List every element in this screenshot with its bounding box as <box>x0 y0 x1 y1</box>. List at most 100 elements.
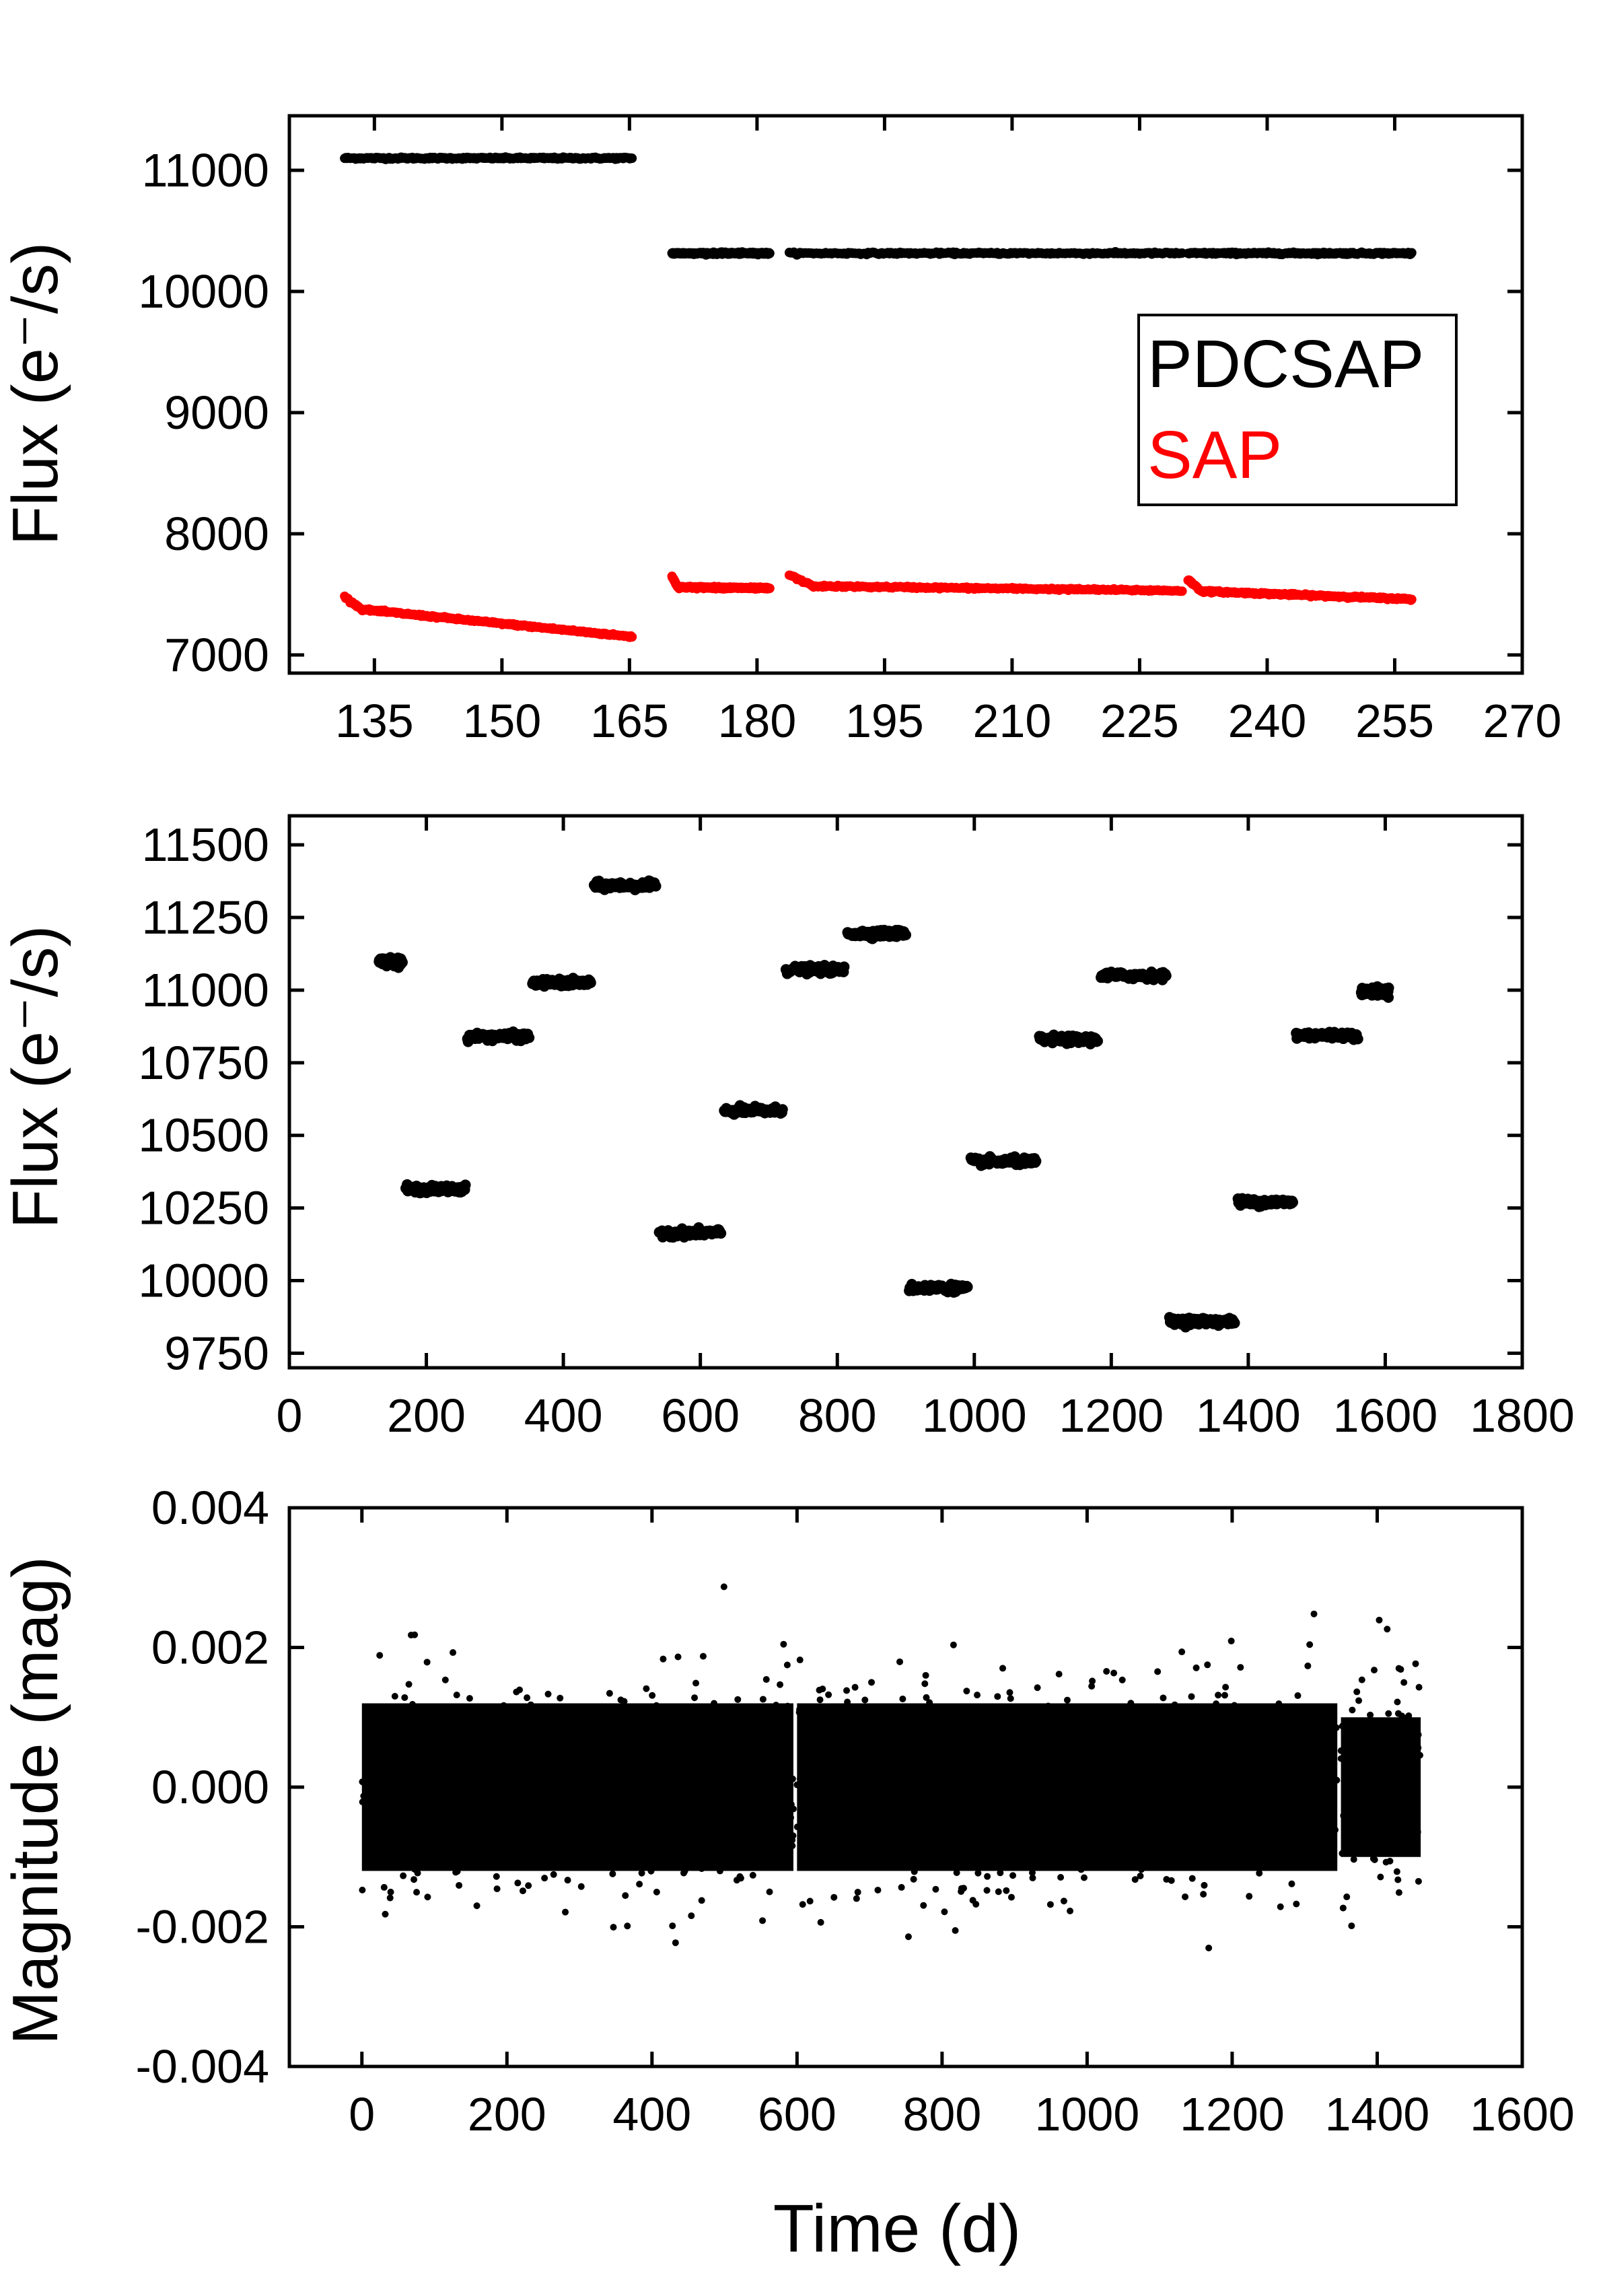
data-point <box>1316 1851 1323 1858</box>
data-point <box>816 1696 824 1704</box>
data-point <box>816 1706 824 1713</box>
data-point <box>1074 1833 1081 1840</box>
data-point <box>1308 1704 1315 1712</box>
data-point <box>658 1821 666 1828</box>
x-tick-label: 600 <box>661 1389 740 1442</box>
data-point <box>813 1754 820 1762</box>
data-point <box>654 1761 662 1768</box>
data-point <box>653 1768 660 1776</box>
data-point <box>696 1741 703 1748</box>
data-point <box>1155 1734 1163 1741</box>
data-point <box>723 1726 731 1733</box>
y-tick-label: 7000 <box>164 629 269 681</box>
data-point <box>709 1801 717 1809</box>
plot-frame <box>287 814 1524 1370</box>
x-tick-label: 200 <box>468 2088 546 2141</box>
data-point <box>459 1765 466 1772</box>
data-point <box>859 1844 867 1851</box>
data-point <box>578 1845 585 1852</box>
data-point <box>690 1805 698 1813</box>
data-point <box>578 1785 585 1793</box>
data-point <box>407 1632 415 1639</box>
data-point <box>839 961 850 973</box>
data-point <box>793 1823 801 1831</box>
data-point <box>525 1716 532 1723</box>
data-point <box>629 1723 636 1731</box>
data-point <box>658 1815 666 1822</box>
data-point <box>410 1780 417 1788</box>
data-point <box>923 1776 931 1784</box>
data-point <box>1216 1764 1223 1772</box>
data-point <box>723 1782 730 1790</box>
data-point <box>635 1809 643 1817</box>
data-point <box>675 1752 682 1760</box>
data-point <box>421 1841 428 1848</box>
data-point <box>719 1831 726 1838</box>
x-tick-label: 1400 <box>1196 1389 1301 1442</box>
data-point <box>746 1820 754 1828</box>
data-point <box>707 1791 714 1799</box>
data-point <box>719 1799 727 1807</box>
data-point <box>844 1698 851 1706</box>
data-point <box>516 1713 524 1720</box>
data-point <box>962 1281 973 1292</box>
data-point <box>1229 1823 1236 1831</box>
data-point <box>725 1809 733 1816</box>
data-point <box>960 1737 967 1745</box>
data-point <box>789 1775 796 1782</box>
data-point <box>1352 1033 1363 1045</box>
data-point <box>494 1831 501 1838</box>
data-point <box>548 1776 556 1783</box>
data-point <box>1274 1828 1281 1836</box>
data-point <box>586 1731 594 1739</box>
x-tick-label: 195 <box>845 695 924 747</box>
data-point <box>950 1778 957 1786</box>
data-point <box>1314 1749 1321 1756</box>
data-point <box>567 1811 575 1818</box>
data-point <box>1063 1849 1070 1856</box>
data-point <box>671 1826 678 1834</box>
data-point <box>455 1717 462 1725</box>
data-point <box>579 1740 586 1747</box>
data-point <box>759 1696 767 1703</box>
data-point <box>1204 1661 1211 1669</box>
data-point <box>656 1842 664 1849</box>
data-point <box>1058 1793 1065 1800</box>
y-tick-label: 8000 <box>164 508 269 560</box>
data-point <box>520 1773 527 1780</box>
data-point <box>479 1774 487 1782</box>
data-point <box>598 1784 606 1791</box>
data-point <box>559 1856 567 1864</box>
data-point <box>480 1786 488 1793</box>
data-point <box>405 1681 413 1688</box>
data-point <box>1046 1901 1054 1908</box>
data-point <box>675 1843 682 1850</box>
data-point <box>524 1694 531 1702</box>
data-point <box>778 1800 785 1807</box>
data-point <box>1383 982 1394 994</box>
data-point <box>849 1801 857 1808</box>
data-point <box>751 1836 758 1843</box>
data-point <box>1106 1804 1113 1811</box>
data-point <box>868 1679 876 1686</box>
data-point <box>1118 1780 1125 1787</box>
data-point <box>997 1869 1004 1877</box>
data-point <box>720 1749 727 1757</box>
data-point <box>1055 1671 1063 1678</box>
data-point <box>692 1834 699 1842</box>
data-point <box>1067 1907 1074 1914</box>
data-point <box>473 1770 480 1777</box>
data-point <box>690 1712 697 1719</box>
data-point <box>748 1797 756 1805</box>
data-point <box>666 1718 673 1726</box>
data-point <box>535 1735 542 1742</box>
data-point <box>423 1659 431 1666</box>
data-point <box>383 1768 390 1776</box>
data-point <box>1069 1760 1077 1768</box>
data-point <box>469 1805 476 1812</box>
data-point <box>428 1826 435 1834</box>
data-point <box>672 1740 679 1747</box>
data-point <box>359 1778 366 1786</box>
data-point <box>1333 1776 1341 1784</box>
data-point <box>672 1939 679 1947</box>
